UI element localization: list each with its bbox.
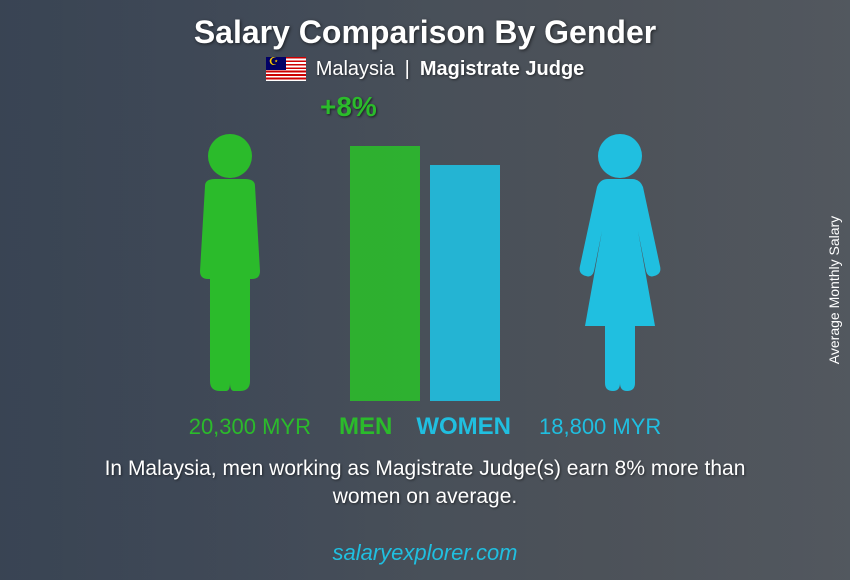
malaysia-flag-icon	[266, 57, 306, 81]
y-axis-label-wrap: Average Monthly Salary	[824, 0, 844, 580]
pct-diff-label: +8%	[320, 91, 377, 123]
footer-credit: salaryexplorer.com	[0, 540, 850, 566]
women-label: WOMEN	[416, 413, 511, 441]
page-title: Salary Comparison By Gender	[0, 0, 850, 51]
bar-men	[350, 146, 420, 401]
y-axis-label: Average Monthly Salary	[826, 216, 842, 364]
separator: |	[405, 58, 410, 81]
female-icon	[560, 131, 680, 401]
men-label: MEN	[339, 413, 392, 441]
chart: +8% 20,300 MYR MEN WOMEN 18,800 MYR	[0, 91, 850, 441]
women-value: 18,800 MYR	[539, 414, 661, 440]
male-icon	[170, 131, 290, 401]
subtitle: Malaysia | Magistrate Judge	[0, 57, 850, 81]
bars-group	[350, 146, 500, 401]
country-label: Malaysia	[316, 58, 395, 81]
labels-row: 20,300 MYR MEN WOMEN 18,800 MYR	[0, 413, 850, 441]
role-label: Magistrate Judge	[420, 58, 584, 81]
summary-text: In Malaysia, men working as Magistrate J…	[0, 441, 850, 512]
bar-women	[430, 165, 500, 401]
men-value: 20,300 MYR	[189, 414, 311, 440]
